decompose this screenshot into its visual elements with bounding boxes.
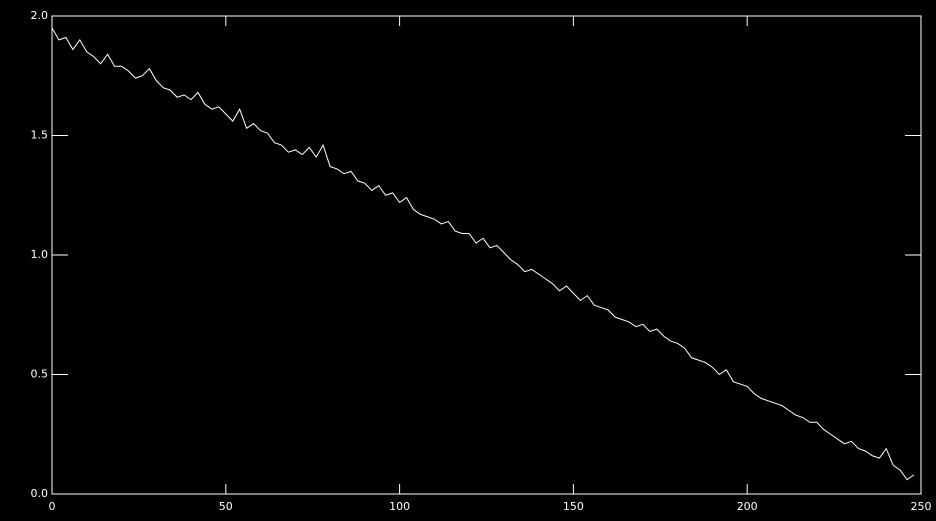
plot-frame (51, 15, 922, 495)
y-tick-label: 1.0 (31, 248, 49, 261)
y-tick-label: 1.5 (31, 129, 49, 142)
x-tick-label: 50 (219, 500, 233, 513)
x-tick-label: 0 (49, 500, 56, 513)
data-line (51, 27, 915, 481)
y-tick-label: 0.0 (31, 487, 49, 500)
x-tick-label: 250 (911, 500, 932, 513)
x-tick-label: 200 (737, 500, 758, 513)
y-tick-label: 0.5 (31, 368, 49, 381)
x-tick-label: 150 (563, 500, 584, 513)
y-tick-label: 2.0 (31, 9, 49, 22)
x-tick-label: 100 (389, 500, 410, 513)
